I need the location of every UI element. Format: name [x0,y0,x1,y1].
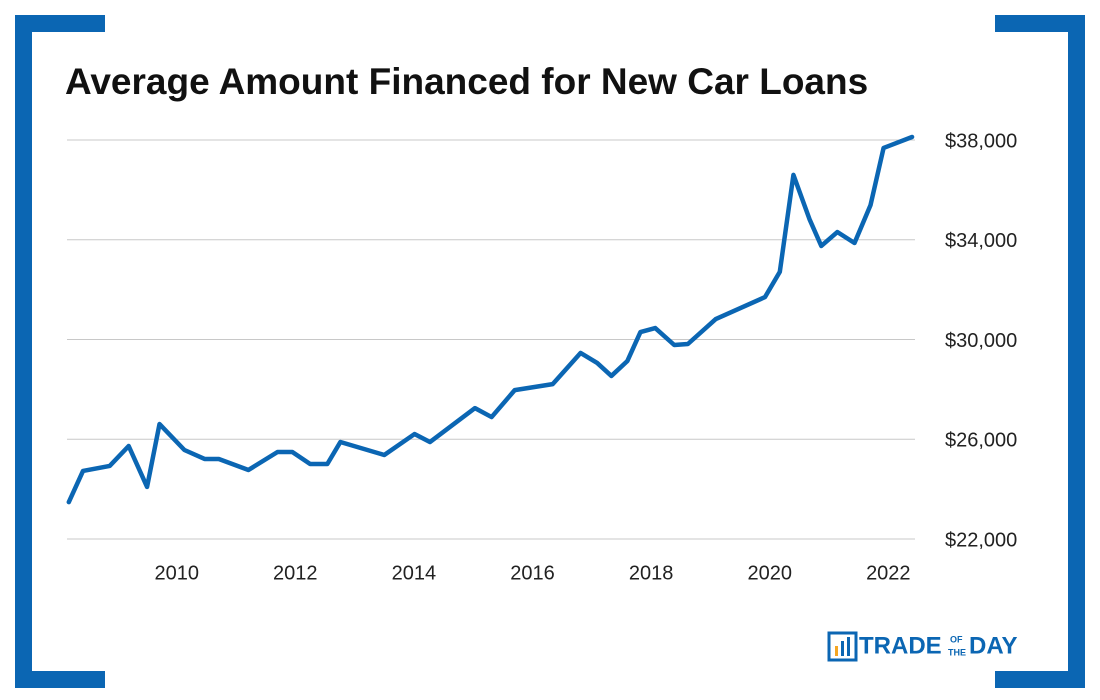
logo-text: THE [948,647,966,657]
x-tick-label: 2020 [747,562,792,584]
logo-text: TRADE [859,632,942,659]
x-tick-label: 2022 [866,562,911,584]
y-tick-label: $38,000 [945,130,1017,152]
frame-brackets [15,15,1085,688]
logo: TRADE OF THE DAY [827,631,1017,662]
x-tick-label: 2014 [392,562,437,584]
logo-text: OF [950,634,963,644]
x-tick-label: 2010 [154,562,199,584]
x-tick-label: 2016 [510,562,555,584]
x-tick-label: 2018 [629,562,674,584]
y-tick-label: $30,000 [945,330,1017,352]
x-tick-label: 2012 [273,562,318,584]
chart-title: Average Amount Financed for New Car Loan… [65,61,868,102]
y-tick-label: $26,000 [945,430,1017,452]
y-tick-label: $22,000 [945,529,1017,551]
data-line [66,134,915,505]
y-tick-label: $34,000 [945,230,1017,252]
logo-text: DAY [969,632,1017,659]
